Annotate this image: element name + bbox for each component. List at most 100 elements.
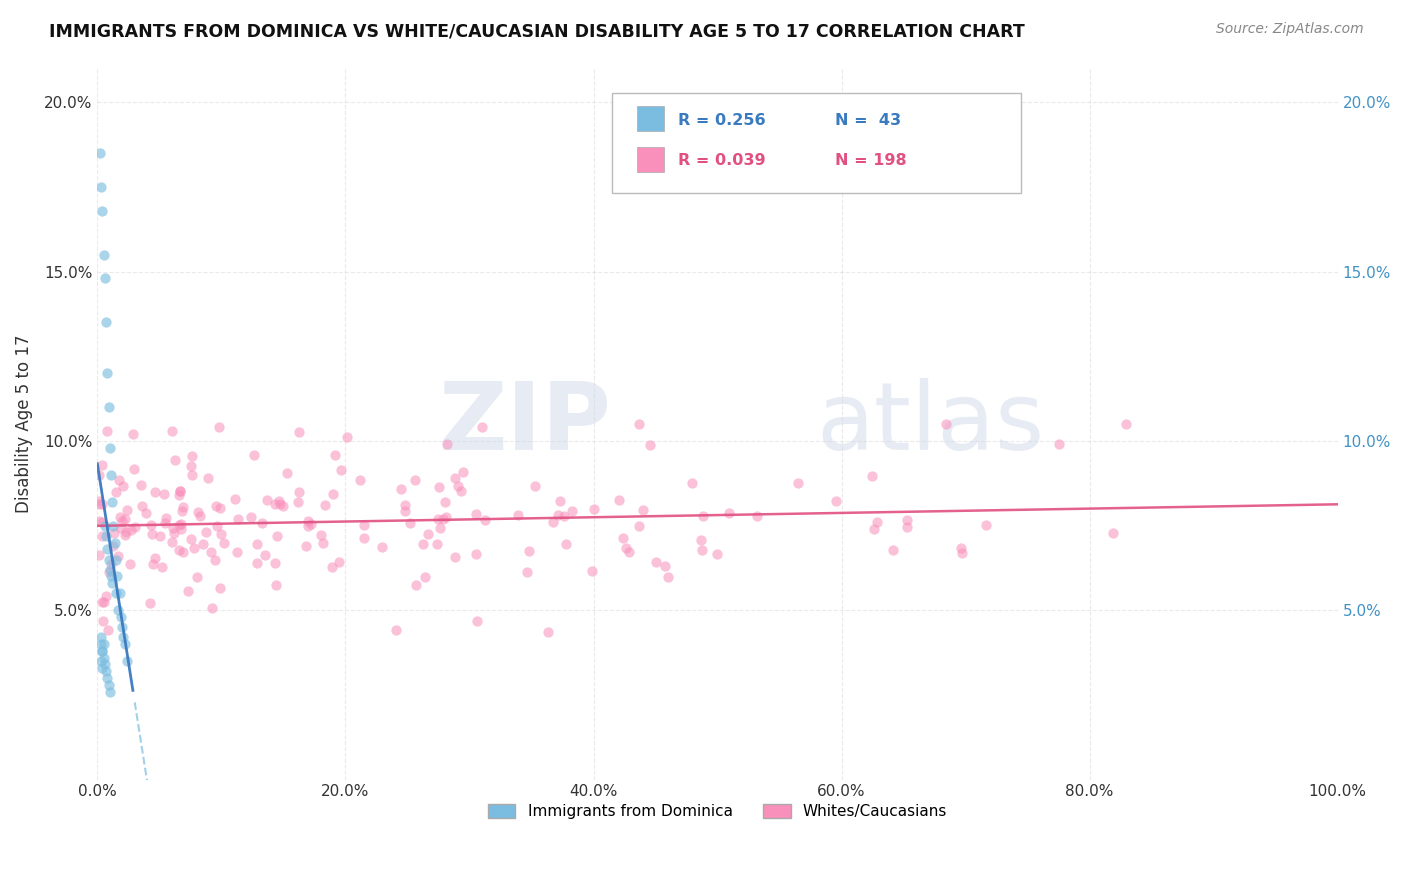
Point (90, 654, 112, 668)
Point (404, 473, 426, 487)
Point (471, 419, 494, 434)
Point (412, 537, 434, 551)
Point (474, 513, 496, 527)
Point (155, 510, 177, 524)
Point (94, 657, 117, 672)
Point (187, 505, 209, 519)
Point (297, 514, 319, 528)
Point (152, 560, 174, 574)
Point (426, 511, 449, 525)
Point (950, 541, 973, 555)
Point (100, 569, 122, 583)
Point (91, 661, 114, 675)
Point (385, 623, 408, 637)
Point (197, 470, 219, 484)
Point (89, 146, 111, 161)
Point (114, 637, 136, 651)
Point (97, 552, 120, 566)
Point (561, 504, 583, 518)
Point (139, 517, 162, 532)
Point (555, 536, 578, 550)
Point (690, 542, 713, 557)
Point (256, 492, 278, 507)
Point (100, 467, 122, 482)
Point (612, 531, 634, 545)
Point (104, 535, 127, 549)
Point (114, 512, 136, 526)
Point (110, 521, 132, 535)
Point (160, 534, 183, 549)
Point (787, 476, 810, 491)
Point (246, 537, 269, 551)
Point (467, 615, 489, 629)
Point (181, 450, 204, 464)
Point (537, 624, 560, 639)
Point (553, 508, 575, 523)
Point (97, 400, 120, 414)
Point (201, 601, 224, 615)
Point (287, 494, 309, 508)
Point (294, 539, 316, 553)
Point (180, 467, 202, 482)
Point (269, 493, 291, 508)
Point (103, 525, 125, 540)
Point (581, 564, 603, 578)
Point (108, 473, 131, 487)
Text: N =  43: N = 43 (835, 113, 901, 128)
Point (516, 566, 538, 580)
Point (614, 541, 637, 556)
Point (399, 516, 422, 531)
Point (287, 485, 309, 500)
Point (115, 524, 138, 539)
Point (288, 425, 311, 440)
Point (657, 570, 679, 584)
Point (98, 563, 121, 577)
Point (91, 644, 114, 658)
Legend: Immigrants from Dominica, Whites/Caucasians: Immigrants from Dominica, Whites/Caucasi… (482, 798, 953, 825)
Point (104, 552, 127, 566)
Point (129, 477, 152, 491)
Point (90, 637, 112, 651)
Point (465, 508, 488, 522)
Point (90, 180, 112, 194)
Point (451, 465, 474, 479)
Point (311, 528, 333, 542)
Point (186, 570, 208, 584)
Point (208, 581, 231, 595)
Point (93, 637, 115, 651)
Point (90, 458, 112, 473)
Point (91, 615, 114, 629)
Point (91, 644, 114, 658)
Point (114, 527, 136, 541)
Point (253, 548, 276, 562)
Point (934, 417, 956, 431)
Point (180, 458, 202, 473)
Text: Source: ZipAtlas.com: Source: ZipAtlas.com (1216, 22, 1364, 37)
Point (177, 584, 200, 599)
Point (631, 503, 654, 517)
Point (87, 468, 110, 483)
Point (98, 441, 121, 455)
Point (153, 516, 176, 531)
Point (706, 547, 728, 561)
Point (246, 557, 269, 571)
Point (167, 543, 190, 558)
Point (627, 417, 650, 431)
Text: IMMIGRANTS FROM DOMINICA VS WHITE/CAUCASIAN DISABILITY AGE 5 TO 17 CORRELATION C: IMMIGRANTS FROM DOMINICA VS WHITE/CAUCAS… (49, 22, 1025, 40)
Point (426, 537, 449, 551)
Point (110, 610, 132, 624)
Point (433, 494, 456, 508)
Point (94, 665, 117, 679)
Point (226, 512, 249, 526)
Point (413, 570, 436, 584)
Point (508, 508, 530, 522)
Text: N = 198: N = 198 (835, 153, 907, 169)
Point (93, 650, 115, 665)
Point (208, 500, 231, 515)
Point (548, 494, 571, 508)
Point (269, 497, 291, 511)
Point (349, 473, 371, 487)
Point (583, 502, 606, 516)
Point (163, 525, 186, 540)
Point (107, 549, 129, 564)
